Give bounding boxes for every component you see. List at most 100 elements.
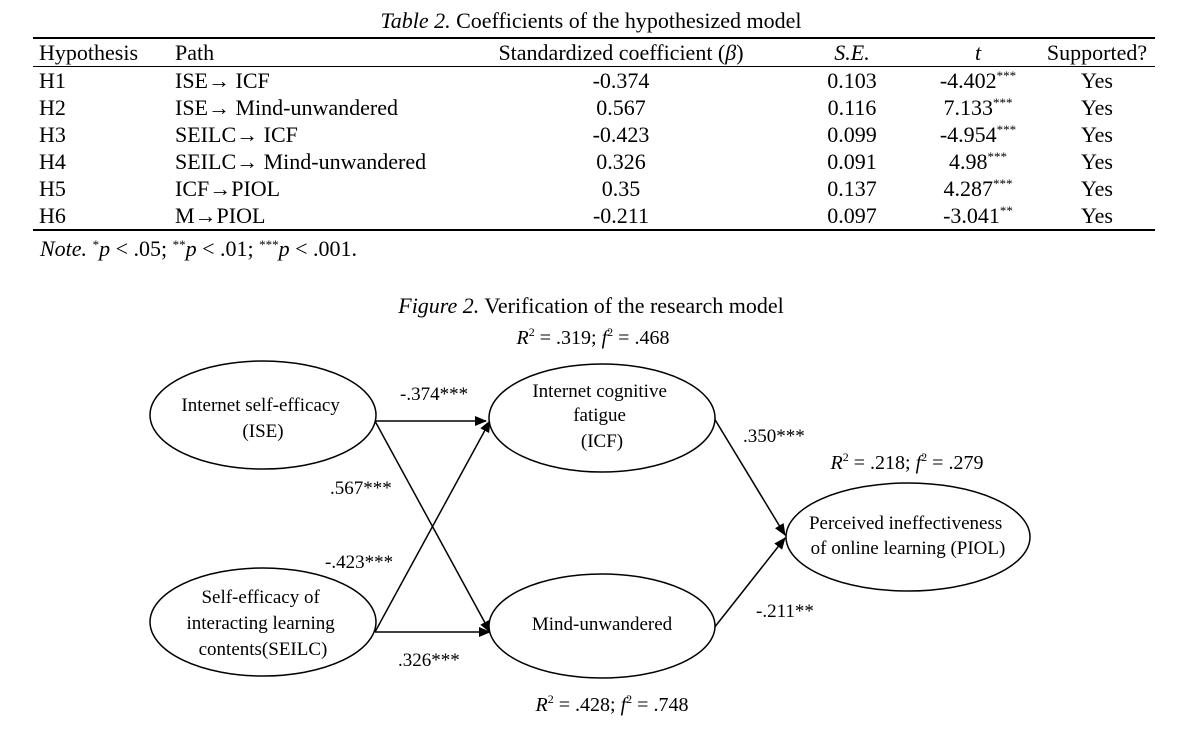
cell-hypothesis: H3 bbox=[39, 122, 66, 147]
cell-t-significance: *** bbox=[996, 122, 1017, 137]
cell-path: ICF→PIOL bbox=[175, 176, 281, 201]
node-seilc-label: Self-efficacy of interacting learning co… bbox=[187, 587, 340, 660]
node-ise bbox=[149, 360, 377, 470]
cell-se: 0.116 bbox=[827, 95, 877, 120]
cell-t-value: 4.98 bbox=[949, 149, 988, 174]
header-beta: Standardized coefficient (β) bbox=[455, 37, 781, 67]
header-t: t bbox=[917, 37, 1033, 67]
header-beta-text: Standardized coefficient ( bbox=[498, 40, 726, 65]
coef-ise-icf: -.374*** bbox=[400, 384, 468, 405]
coef-ise-mind: .567*** bbox=[330, 478, 392, 499]
arrow-mind-piol bbox=[713, 537, 786, 629]
note-sig3: *** bbox=[259, 237, 279, 252]
table-row: H1 ISE→ ICF -0.374 0.103 -4.402*** Yes bbox=[33, 67, 1155, 95]
cell-path: ISE→ ICF bbox=[175, 68, 270, 93]
cell-t: 4.98*** bbox=[917, 148, 1033, 175]
cell-beta: 0.567 bbox=[596, 95, 646, 120]
note-p1: p bbox=[99, 236, 111, 261]
cell-se: 0.097 bbox=[781, 202, 917, 231]
header-supported: Supported? bbox=[1033, 37, 1155, 67]
coef-seilc-icf: -.423*** bbox=[325, 552, 393, 573]
note-sig1: * bbox=[92, 237, 100, 252]
node-seilc bbox=[149, 567, 377, 677]
cell-t-value: -4.402 bbox=[939, 68, 997, 93]
note-t3: < .001. bbox=[289, 236, 358, 261]
table-row: H6 M→PIOL -0.211 0.097 -3.041** Yes bbox=[33, 202, 1155, 231]
node-mind bbox=[488, 573, 716, 679]
cell-t-value: 4.287 bbox=[943, 176, 994, 201]
cell-supported: Yes bbox=[1080, 95, 1113, 120]
cell-hypothesis: H4 bbox=[39, 149, 66, 174]
cell-se: 0.103 bbox=[827, 68, 877, 93]
cell-t-significance: *** bbox=[993, 176, 1013, 191]
cell-t-significance: ** bbox=[999, 203, 1013, 218]
arrow-seilc-icf bbox=[374, 420, 491, 633]
cell-t: 7.133*** bbox=[917, 94, 1033, 121]
cell-hypothesis: H2 bbox=[39, 95, 66, 120]
figure-caption-lead: Figure 2. bbox=[398, 293, 480, 318]
table-row: H3 SEILC→ ICF -0.423 0.099 -4.954*** Yes bbox=[33, 121, 1155, 148]
cell-hypothesis: H5 bbox=[39, 176, 66, 201]
cell-t-value: 7.133 bbox=[943, 95, 994, 120]
header-path: Path bbox=[169, 37, 455, 67]
cell-beta: 0.326 bbox=[596, 149, 646, 174]
cell-beta: -0.211 bbox=[455, 202, 781, 231]
node-icf-label: Internet cognitive fatigue (ICF) bbox=[532, 381, 671, 452]
coef-mind-piol: -.211** bbox=[756, 601, 814, 622]
note-lead: Note. bbox=[40, 236, 88, 261]
cell-supported: Yes bbox=[1033, 202, 1155, 231]
header-se: S.E. bbox=[781, 37, 917, 67]
note-t2: < .01; bbox=[196, 236, 260, 261]
figure-caption: Figure 2. Verification of the research m… bbox=[0, 293, 1182, 319]
node-ise-label: Internet self-efficacy (ISE) bbox=[181, 395, 344, 442]
header-beta-symbol: β bbox=[725, 40, 737, 65]
node-mind-label: Mind-unwandered bbox=[532, 614, 673, 635]
cell-beta: 0.35 bbox=[601, 176, 641, 201]
cell-beta: -0.374 bbox=[592, 68, 650, 93]
cell-path: SEILC→ Mind-unwandered bbox=[175, 149, 427, 174]
node-piol-label: Perceived ineffectiveness of online lear… bbox=[809, 513, 1007, 559]
figure-caption-text: Verification of the research model bbox=[479, 293, 784, 318]
r2-icf: R2 = .319; f2 = .468 bbox=[516, 325, 670, 349]
table-row: H5 ICF→PIOL 0.35 0.137 4.287*** Yes bbox=[33, 175, 1155, 202]
table-body: H1 ISE→ ICF -0.374 0.103 -4.402*** Yes H2 ISE→ … bbox=[33, 67, 1155, 231]
table-row: H4 SEILC→ Mind-unwandered 0.326 0.091 4.98**… bbox=[33, 148, 1155, 175]
coef-icf-piol: .350*** bbox=[743, 426, 805, 447]
header-beta-close: ) bbox=[736, 40, 744, 65]
cell-supported: Yes bbox=[1080, 149, 1113, 174]
cell-t-significance: *** bbox=[996, 68, 1017, 83]
header-hypothesis: Hypothesis bbox=[33, 37, 169, 67]
arrow-icf-piol bbox=[713, 417, 786, 536]
cell-t: 4.287*** bbox=[917, 175, 1033, 202]
coefficients-table: Hypothesis Path Standardized coefficient… bbox=[33, 37, 1155, 231]
r2-mind: R2 = .428; f2 = .748 bbox=[535, 692, 689, 716]
node-icf bbox=[488, 363, 716, 473]
table-caption-text: Coefficients of the hypothesized model bbox=[450, 8, 802, 33]
coef-seilc-mind: .326*** bbox=[398, 650, 460, 671]
note-sig2: ** bbox=[172, 237, 186, 252]
cell-t-significance: *** bbox=[987, 149, 1008, 164]
cell-supported: Yes bbox=[1080, 68, 1113, 93]
node-piol bbox=[785, 482, 1031, 592]
cell-t: -4.954*** bbox=[917, 121, 1033, 148]
cell-beta: -0.423 bbox=[592, 122, 650, 147]
cell-t-value: -3.041 bbox=[943, 203, 1000, 228]
note-t1: < .05; bbox=[110, 236, 173, 261]
cell-se: 0.137 bbox=[827, 176, 877, 201]
cell-hypothesis: H1 bbox=[39, 68, 66, 93]
table-note: Note. *p < .05; **p < .01; ***p < .001. bbox=[40, 236, 357, 262]
cell-hypothesis: H6 bbox=[33, 202, 169, 231]
note-p2: p bbox=[185, 236, 197, 261]
cell-supported: Yes bbox=[1080, 122, 1113, 147]
cell-t: -4.402*** bbox=[917, 67, 1033, 95]
table-row: H2 ISE→ Mind-unwandered 0.567 0.116 7.133***… bbox=[33, 94, 1155, 121]
table-caption-lead: Table 2. bbox=[380, 8, 451, 33]
cell-path: M→PIOL bbox=[169, 202, 455, 231]
cell-se: 0.091 bbox=[827, 149, 877, 174]
cell-supported: Yes bbox=[1080, 176, 1113, 201]
note-p3: p bbox=[278, 236, 290, 261]
cell-t-significance: *** bbox=[993, 95, 1013, 110]
table-header-row: Hypothesis Path Standardized coefficient… bbox=[33, 37, 1155, 67]
cell-path: ISE→ Mind-unwandered bbox=[175, 95, 399, 120]
